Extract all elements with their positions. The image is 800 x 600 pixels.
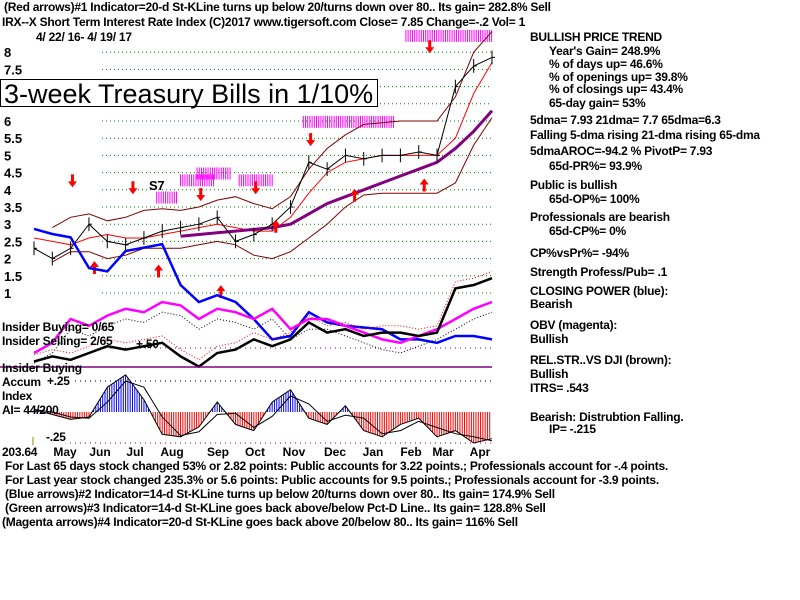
openings-up: % of openings up= 39.8% bbox=[549, 70, 688, 84]
footer-year: For Last year stock changed 235.3% or 5.… bbox=[5, 473, 659, 487]
last-value: 203.64 bbox=[2, 445, 38, 459]
red-up-arrow-icon bbox=[350, 188, 360, 202]
upper-band-line bbox=[52, 31, 493, 229]
rel-strength-value: Bullish bbox=[530, 367, 569, 381]
red-up-arrow-icon bbox=[89, 261, 99, 275]
price-line bbox=[33, 56, 493, 260]
strength-ratio: Strength Profess/Pub= .1 bbox=[530, 265, 668, 279]
dma-values: 5dma= 7.93 21dma= 7.7 65dma=6.3 bbox=[530, 113, 721, 127]
y-tick-label: 3.5 bbox=[4, 200, 22, 215]
red-down-arrow-icon bbox=[196, 188, 206, 202]
closings-up: % of closings up= 43.4% bbox=[549, 82, 683, 96]
y-tick-label: 4.5 bbox=[4, 166, 22, 181]
red-up-arrow-icon bbox=[271, 219, 281, 233]
x-tick-label: Oct bbox=[245, 445, 265, 459]
obv-ma-line bbox=[33, 311, 493, 364]
x-tick-label: Dec bbox=[324, 445, 346, 459]
public-status: Public is bullish bbox=[530, 178, 618, 192]
gain-65: 65-day gain= 53% bbox=[549, 96, 646, 110]
rel-strength-line bbox=[33, 277, 493, 369]
dma-trend: Falling 5-dma rising 21-dma rising 65-dm… bbox=[530, 128, 760, 142]
minus-25-label: -.25 bbox=[46, 430, 66, 444]
red-down-arrow-icon bbox=[251, 181, 261, 195]
y-tick-label: 8 bbox=[4, 45, 11, 60]
red-down-arrow-icon bbox=[306, 133, 316, 147]
header-indicator-1: (Red arrows)#1 Indicator=20-d St-KLine t… bbox=[4, 0, 551, 14]
y-tick-label: 1 bbox=[4, 286, 11, 301]
chart-title-box: 3-week Treasury Bills in 1/10% bbox=[0, 79, 378, 108]
professionals-status: Professionals are bearish bbox=[530, 210, 670, 224]
header-symbol-line: IRX--X Short Term Interest Rate Index (C… bbox=[2, 15, 526, 29]
red-down-arrow-icon bbox=[425, 40, 435, 54]
s7-annotation: S7 bbox=[149, 178, 165, 193]
x-tick-label: Feb bbox=[400, 445, 421, 459]
red-up-arrow-icon bbox=[419, 178, 429, 192]
cp-vs-pr: CP%vsPr%= -94% bbox=[530, 246, 629, 260]
x-tick-label: Nov bbox=[283, 445, 306, 459]
y-tick-label: 5.5 bbox=[4, 131, 22, 146]
accum-label: Accum bbox=[2, 375, 41, 389]
lower-band-line bbox=[52, 117, 493, 263]
op-65: 65d-OP%= 100% bbox=[549, 192, 640, 206]
insider-buying: Insider Buying= 0/65 bbox=[2, 320, 115, 334]
insider-selling: Insider Selling= 2/65 bbox=[2, 334, 113, 348]
cp-65: 65d-CP%= 0% bbox=[549, 224, 626, 238]
date-range: 4/ 22/ 16- 4/ 19/ 17 bbox=[36, 30, 132, 44]
y-tick-label: 3 bbox=[4, 217, 11, 232]
plus-50-label: +.50 bbox=[136, 337, 159, 351]
footer-65-days: For Last 65 days stock changed 53% or 2.… bbox=[5, 459, 668, 473]
rs-ma-line bbox=[33, 270, 493, 361]
red-down-arrow-icon bbox=[67, 174, 77, 188]
footer-blue-arrows: (Blue arrows)#2 Indicator=14-d St-KLine … bbox=[5, 487, 555, 501]
pr-65: 65d-PR%= 93.9% bbox=[549, 159, 642, 173]
aroc-pivot: 5dmaAROC=-94.2 % PivotP= 7.93 bbox=[530, 144, 713, 158]
y-tick-label: 2 bbox=[4, 252, 11, 267]
obv-line bbox=[33, 300, 493, 355]
index-label: Index bbox=[2, 389, 33, 403]
ai-line bbox=[33, 374, 493, 444]
y-tick-label: 7.5 bbox=[4, 62, 22, 77]
price-trend: BULLISH PRICE TREND bbox=[530, 30, 662, 44]
x-tick-label: Apr bbox=[470, 445, 491, 459]
y-tick-label: 5 bbox=[4, 148, 11, 163]
x-tick-label: Aug bbox=[160, 445, 183, 459]
x-tick-label: Jul bbox=[126, 445, 143, 459]
closing-power-value: Bearish bbox=[530, 297, 573, 311]
plus-25-label: +.25 bbox=[47, 374, 70, 388]
ai-ma-line bbox=[33, 380, 493, 442]
x-tick-label: Jan bbox=[363, 445, 384, 459]
ma65-line bbox=[180, 109, 494, 238]
red-up-arrow-icon bbox=[216, 285, 226, 299]
y-tick-label: 6 bbox=[4, 114, 11, 129]
ai-value: AI= 44/200 bbox=[2, 403, 59, 417]
obv-label: OBV (magenta): bbox=[530, 318, 618, 332]
ma21-line bbox=[33, 62, 493, 246]
ip-value: IP= -.215 bbox=[549, 422, 596, 436]
days-up: % of days up= 46.6% bbox=[549, 57, 663, 71]
y-tick-label: 2.5 bbox=[4, 234, 22, 249]
footer-magenta-arrows: (Magenta arrows)#4 Indicator=20-d St-KLi… bbox=[2, 515, 518, 529]
closing-power-line bbox=[33, 227, 493, 345]
obv-value: Bullish bbox=[530, 332, 569, 346]
rel-strength-label: REL.STR..VS DJI (brown): bbox=[530, 353, 672, 367]
footer-green-arrows: (Green arrows)#3 Indicator=14-d St-KLine… bbox=[5, 501, 546, 515]
closing-power-label: CLOSING POWER (blue): bbox=[530, 284, 669, 298]
y-tick-label: 4 bbox=[4, 183, 12, 198]
x-tick-label: Jun bbox=[89, 445, 110, 459]
red-down-arrow-icon bbox=[128, 181, 138, 195]
itrs-value: ITRS= .543 bbox=[530, 381, 589, 395]
ai-status: Bearish: Distrubtion Falling. bbox=[530, 410, 684, 424]
x-tick-label: Mar bbox=[432, 445, 454, 459]
year-gain: Year's Gain= 248.9% bbox=[549, 44, 661, 58]
y-tick-label: 1.5 bbox=[4, 269, 22, 284]
red-up-arrow-icon bbox=[154, 264, 164, 278]
x-tick-label: May bbox=[53, 445, 77, 459]
insider-buying-label: Insider Buying bbox=[2, 361, 82, 375]
x-tick-label: Sep bbox=[207, 445, 229, 459]
